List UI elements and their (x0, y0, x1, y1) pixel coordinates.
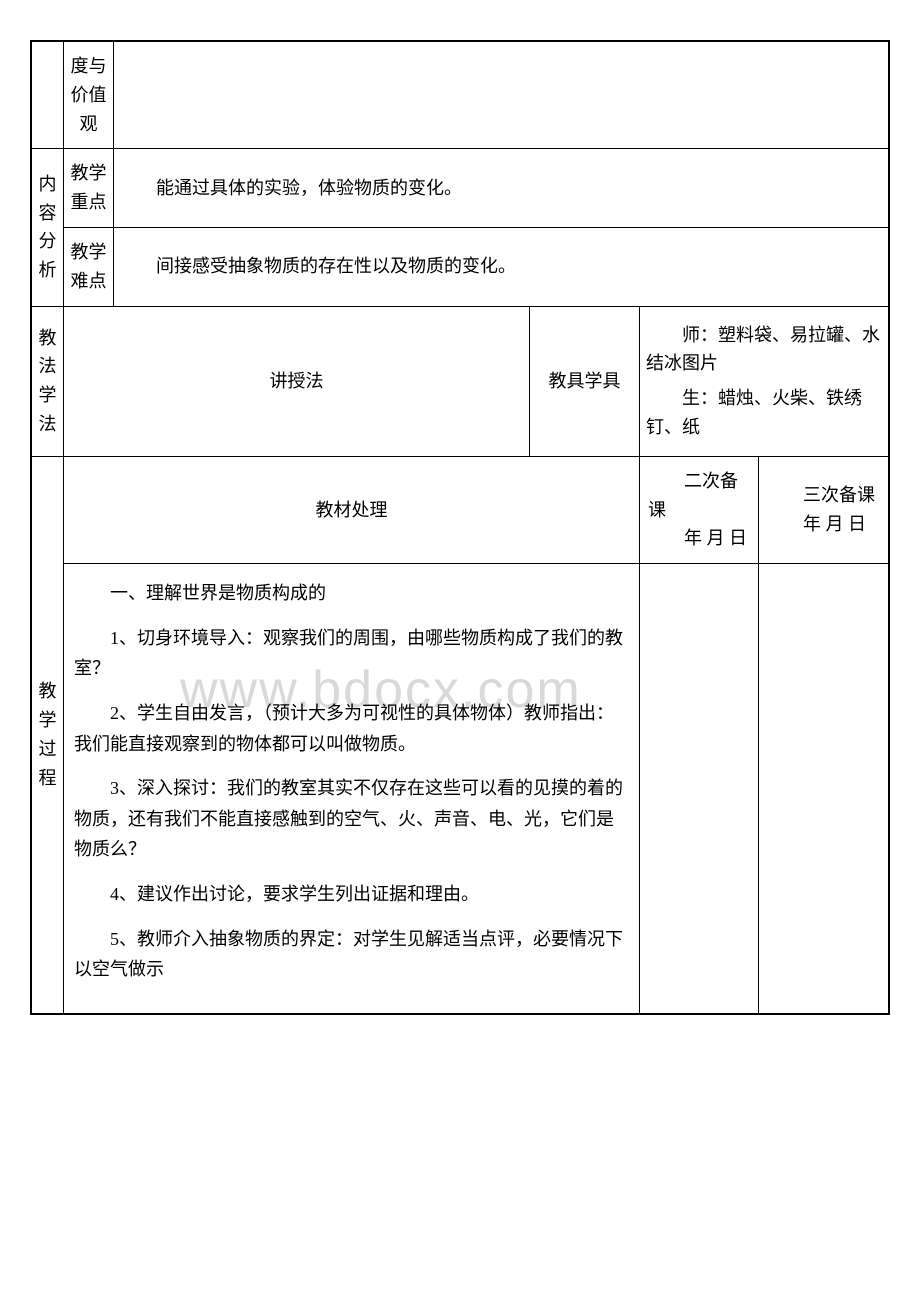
teaching-method-value: 讲授法 (64, 306, 530, 456)
second-prep-title: 二次备课 (648, 467, 750, 525)
teaching-focus-text: 能通过具体的实验，体验物质的变化。 (114, 149, 889, 228)
second-prep-date: 年 月 日 (648, 524, 750, 553)
process-para: 2、学生自由发言，（预计大多为可视性的具体物体）教师指出：我们能直接观察到的物体… (74, 698, 629, 759)
teaching-tools-content: 师：塑料袋、易拉罐、水结冰图片 生：蜡烛、火柴、铁绣钉、纸 (639, 306, 888, 456)
third-prep-date: 年 月 日 (767, 510, 880, 539)
material-handling-header: 教材处理 (64, 456, 640, 563)
tools-student: 生：蜡烛、火柴、铁绣钉、纸 (646, 384, 882, 442)
process-para: 一、理解世界是物质构成的 (74, 578, 629, 609)
teaching-process-vlabel: 教学过程 (32, 456, 64, 1013)
teaching-process-content: 一、理解世界是物质构成的 1、切身环境导入：观察我们的周围，由哪些物质构成了我们… (64, 564, 640, 1014)
table-row: 内容分析 教学重点 能通过具体的实验，体验物质的变化。 (32, 149, 889, 228)
process-para: 3、深入探讨：我们的教室其实不仅存在这些可以看的见摸的着的物质，还有我们不能直接… (74, 773, 629, 865)
content-analysis-label: 内容分析 (32, 149, 64, 306)
teaching-method-vlabel: 教法学法 (32, 306, 64, 456)
table-row: 度与价值观 (32, 42, 889, 149)
third-prep-content (759, 564, 889, 1014)
teaching-difficulty-text: 间接感受抽象物质的存在性以及物质的变化。 (114, 227, 889, 306)
teaching-focus-label: 教学重点 (64, 149, 114, 228)
table-row: 教法学法 讲授法 教具学具 师：塑料袋、易拉罐、水结冰图片 生：蜡烛、火柴、铁绣… (32, 306, 889, 456)
empty-cell (32, 42, 64, 149)
lesson-plan-table: 度与价值观 内容分析 教学重点 能通过具体的实验，体验物质的变化。 教学难点 间… (30, 40, 890, 1015)
third-prep-header: 三次备课 年 月 日 (759, 456, 889, 563)
tools-teacher: 师：塑料袋、易拉罐、水结冰图片 (646, 321, 882, 379)
process-para: 1、切身环境导入：观察我们的周围，由哪些物质构成了我们的教室？ (74, 623, 629, 684)
attitude-values-label: 度与价值观 (64, 42, 114, 149)
table-row: 教学难点 间接感受抽象物质的存在性以及物质的变化。 (32, 227, 889, 306)
third-prep-title: 三次备课 (767, 481, 880, 510)
table-row: 一、理解世界是物质构成的 1、切身环境导入：观察我们的周围，由哪些物质构成了我们… (32, 564, 889, 1014)
attitude-values-content (114, 42, 889, 149)
second-prep-content (639, 564, 758, 1014)
teaching-difficulty-label: 教学难点 (64, 227, 114, 306)
process-para: 4、建议作出讨论，要求学生列出证据和理由。 (74, 879, 629, 910)
teaching-tools-label: 教具学具 (529, 306, 639, 456)
table-row: 教学过程 教材处理 二次备课 年 月 日 三次备课 年 月 日 (32, 456, 889, 563)
second-prep-header: 二次备课 年 月 日 (639, 456, 758, 563)
process-para: 5、教师介入抽象物质的界定：对学生见解适当点评，必要情况下以空气做示 (74, 924, 629, 985)
